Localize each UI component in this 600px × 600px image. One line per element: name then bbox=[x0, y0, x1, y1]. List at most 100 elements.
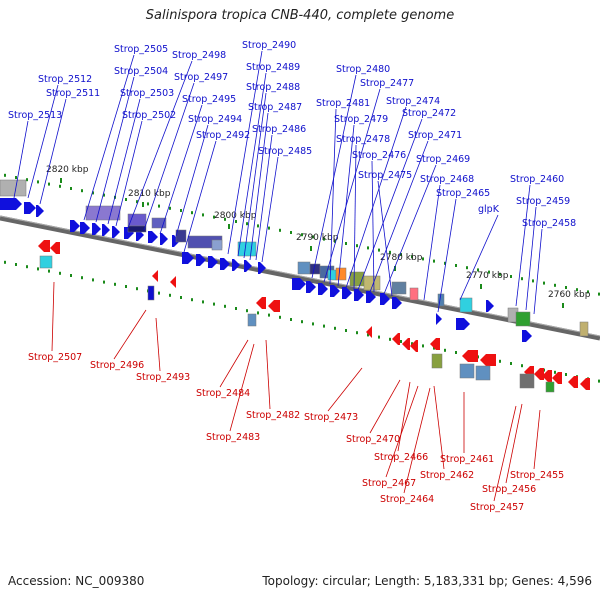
forward-gene-label: Strop_2480 bbox=[336, 64, 390, 75]
upper-track-tick bbox=[224, 217, 226, 221]
forward-gene-label: Strop_2498 bbox=[172, 50, 226, 61]
forward-gene-arrow bbox=[36, 205, 44, 217]
lower-track-tick bbox=[565, 373, 567, 376]
forward-label-callout bbox=[243, 92, 267, 259]
forward-gene-label: Strop_2469 bbox=[416, 154, 470, 165]
reverse-gene-arrow bbox=[256, 297, 266, 309]
upper-track-tick bbox=[59, 184, 61, 188]
reverse-label-callout bbox=[155, 317, 161, 372]
forward-feature-box bbox=[85, 205, 121, 221]
forward-label-callout bbox=[371, 160, 375, 293]
upper-track-tick bbox=[532, 279, 534, 283]
scale-tick bbox=[562, 303, 564, 308]
scale-tick bbox=[480, 284, 482, 289]
upper-track-tick bbox=[4, 173, 6, 177]
forward-label-callout bbox=[369, 140, 429, 293]
reverse-gene-arrow bbox=[480, 354, 496, 366]
lower-track-tick bbox=[224, 304, 226, 308]
forward-gene-arrow bbox=[24, 202, 36, 214]
upper-track-tick bbox=[180, 209, 182, 212]
upper-track-tick bbox=[378, 248, 380, 252]
forward-label-callout bbox=[261, 156, 279, 263]
reverse-label-callout bbox=[397, 381, 411, 452]
forward-gene-label: Strop_2475 bbox=[358, 170, 412, 181]
upper-track-tick bbox=[191, 211, 193, 215]
lower-track-tick bbox=[433, 346, 435, 350]
upper-track-tick bbox=[587, 290, 589, 294]
forward-gene-label: Strop_2513 bbox=[8, 110, 62, 121]
forward-gene-arrow bbox=[330, 285, 340, 297]
lower-track-tick bbox=[510, 362, 512, 365]
upper-track-tick bbox=[411, 255, 413, 259]
scale-label: 2820 kbp bbox=[46, 165, 89, 175]
upper-track-tick bbox=[477, 268, 479, 272]
forward-gene-label: Strop_2487 bbox=[248, 102, 302, 113]
lower-track-tick bbox=[389, 337, 391, 341]
scale-label: 2790 kbp bbox=[296, 233, 339, 243]
lower-track-tick bbox=[136, 287, 138, 291]
forward-gene-label: Strop_2465 bbox=[436, 188, 490, 199]
scale-tick bbox=[310, 246, 312, 251]
reverse-feature-box bbox=[39, 255, 53, 269]
forward-gene-arrow bbox=[522, 330, 532, 342]
upper-track-tick bbox=[488, 270, 490, 274]
upper-track-tick bbox=[444, 261, 446, 265]
forward-gene-label: Strop_2512 bbox=[38, 74, 92, 85]
forward-gene-label: Strop_2481 bbox=[316, 98, 370, 109]
reverse-label-callout bbox=[113, 309, 147, 360]
upper-track-tick bbox=[554, 283, 556, 287]
scale-tick bbox=[142, 202, 144, 207]
upper-track-tick bbox=[48, 182, 50, 186]
lower-track-tick bbox=[26, 265, 28, 269]
reverse-feature-box bbox=[519, 373, 535, 389]
forward-gene-label: Strop_2478 bbox=[336, 134, 390, 145]
lower-track-tick bbox=[411, 342, 413, 346]
lower-track-tick bbox=[455, 351, 457, 354]
forward-gene-arrow bbox=[306, 281, 316, 293]
upper-track-tick bbox=[499, 272, 501, 276]
reverse-gene-label: Strop_2466 bbox=[374, 452, 428, 463]
forward-gene-arrow bbox=[232, 259, 240, 271]
forward-feature-box bbox=[391, 281, 407, 295]
forward-gene-label: Strop_2471 bbox=[408, 130, 462, 141]
upper-track-tick bbox=[37, 180, 39, 184]
scale-label: 2760 kbp bbox=[548, 290, 591, 300]
forward-feature-box bbox=[579, 321, 589, 337]
reverse-label-callout bbox=[51, 281, 55, 352]
forward-feature-box bbox=[151, 217, 167, 229]
lower-track-tick bbox=[367, 333, 369, 337]
forward-gene-label: Strop_2485 bbox=[258, 146, 312, 157]
forward-gene-arrow bbox=[92, 223, 101, 235]
scale-label: 2800 kbp bbox=[214, 211, 257, 221]
lower-track-tick bbox=[378, 335, 380, 339]
lower-track-tick bbox=[180, 296, 182, 299]
forward-gene-arrow bbox=[342, 287, 352, 299]
lower-track-tick bbox=[554, 370, 556, 374]
forward-label-callout bbox=[227, 50, 263, 255]
forward-label-callout bbox=[127, 60, 193, 229]
upper-track-tick bbox=[26, 178, 28, 182]
forward-label-callout bbox=[115, 120, 143, 227]
lower-track-tick bbox=[334, 326, 336, 330]
lower-track-tick bbox=[257, 311, 259, 315]
map-title: Salinispora tropica CNB-440, complete ge… bbox=[145, 8, 455, 23]
reverse-gene-label: Strop_2483 bbox=[206, 432, 260, 443]
forward-gene-label: Strop_2492 bbox=[196, 130, 250, 141]
reverse-gene-label: Strop_2507 bbox=[28, 352, 82, 363]
upper-track-tick bbox=[598, 292, 600, 296]
forward-gene-label: Strop_2474 bbox=[386, 96, 440, 107]
forward-gene-arrow bbox=[124, 227, 134, 239]
forward-gene-label: Strop_2488 bbox=[246, 82, 300, 93]
reverse-gene-label: Strop_2484 bbox=[196, 388, 250, 399]
reverse-gene-label: Strop_2457 bbox=[470, 502, 524, 513]
accession-text: Accession: NC_009380 bbox=[8, 574, 145, 588]
upper-track-tick bbox=[510, 275, 512, 278]
lower-track-tick bbox=[301, 320, 303, 324]
forward-gene-label: Strop_2502 bbox=[122, 110, 176, 121]
lower-track-tick bbox=[114, 282, 116, 286]
upper-track-tick bbox=[125, 198, 127, 201]
forward-gene-label: Strop_2511 bbox=[46, 88, 100, 99]
upper-track-tick bbox=[290, 231, 292, 234]
forward-label-callout bbox=[329, 108, 337, 285]
